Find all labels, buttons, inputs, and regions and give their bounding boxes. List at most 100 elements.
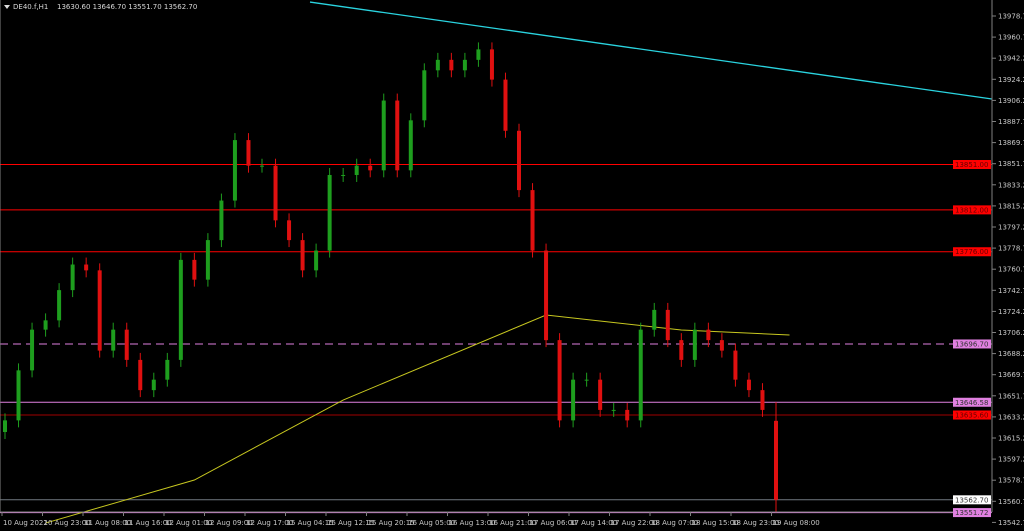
time-tick-label: 15 Aug 20:15 (368, 519, 415, 527)
time-tick-label: 18 Aug 07:00 (651, 519, 698, 527)
price-tick-label: 13887.70 (998, 118, 1024, 126)
candle-body (544, 250, 549, 341)
candle-body (70, 264, 75, 291)
price-tick-label: 13560.70 (998, 498, 1024, 506)
ohlc-readout: 13630.60 13646.70 13551.70 13562.70 (57, 3, 197, 11)
price-tick-label: 13815.20 (998, 202, 1024, 210)
time-tick-label: 16 Aug 13:00 (449, 519, 496, 527)
candle-body (530, 190, 535, 251)
price-tick-label: 13578.70 (998, 477, 1024, 485)
time-tick-label: 15 Aug 12:15 (327, 519, 374, 527)
candle-body (192, 259, 197, 280)
candle-body (84, 264, 89, 271)
price-tick-label: 13833.20 (998, 181, 1024, 189)
candle-body (638, 329, 643, 421)
candle-body (665, 309, 670, 341)
candle-body (43, 320, 48, 330)
candle-body (111, 329, 116, 351)
candle-body (368, 165, 373, 171)
candle-body (489, 49, 494, 80)
time-tick-label: 18 Aug 15:00 (692, 519, 739, 527)
candle-body (205, 240, 210, 280)
level-price-label: 13635.60 (955, 412, 988, 420)
candle-body (625, 409, 630, 421)
level-price-label: 13696.70 (955, 340, 988, 348)
time-tick-label: 12 Aug 01:00 (165, 519, 212, 527)
candle-body (706, 329, 711, 341)
candle-body (287, 220, 292, 241)
candle-body (462, 59, 467, 71)
candle-body (476, 49, 481, 60)
candle-body (16, 370, 21, 421)
level-price-label: 13812.00 (955, 206, 988, 214)
candle-body (557, 340, 562, 421)
level-price-tag (953, 410, 991, 420)
price-tick-label: 13615.20 (998, 435, 1024, 443)
price-tick-label: 13542.70 (998, 519, 1024, 527)
price-tick-label: 13760.70 (998, 266, 1024, 274)
candle-body (219, 200, 224, 241)
price-tick-label: 13797.20 (998, 224, 1024, 232)
trendline (309, 1, 993, 100)
level-price-tag (953, 205, 991, 215)
candle-body (273, 165, 278, 221)
collapse-triangle-icon[interactable] (4, 5, 10, 9)
moving-average-line (45, 314, 790, 524)
time-tick-label: 15 Aug 04:15 (287, 519, 334, 527)
candle-body (395, 100, 400, 171)
time-tick-label: 18 Aug 23:00 (732, 519, 779, 527)
candle-body (719, 340, 724, 351)
price-tick-label: 13688.20 (998, 350, 1024, 358)
candle-body (327, 174, 332, 251)
price-tick-label: 13669.70 (998, 371, 1024, 379)
price-tick-label: 13924.20 (998, 76, 1024, 84)
candle-body (381, 100, 386, 171)
time-tick-label: 19 Aug 08:00 (773, 519, 820, 527)
time-tick-label: 12 Aug 09:00 (206, 519, 253, 527)
candle-body (341, 174, 346, 176)
level-price-tag (953, 495, 991, 505)
price-tick-label: 13651.70 (998, 392, 1024, 400)
candle-body (517, 130, 521, 191)
candle-body (652, 309, 657, 330)
time-tick-label: 10 Aug 23:00 (44, 519, 91, 527)
price-tick-label: 13724.20 (998, 308, 1024, 316)
candle-body (760, 390, 765, 410)
candle-body (300, 240, 305, 271)
level-price-label: 13776.00 (955, 248, 988, 256)
candle-body (124, 329, 129, 360)
candle-body (679, 340, 684, 360)
price-tick-label: 13906.20 (998, 97, 1024, 105)
candle-body (138, 359, 143, 391)
time-tick-label: 16 Aug 21:00 (489, 519, 536, 527)
candle-body (3, 420, 7, 433)
time-tick-label: 17 Aug 06:00 (530, 519, 577, 527)
candle-body (571, 379, 576, 421)
price-tick-label: 13742.70 (998, 287, 1024, 295)
candle-body (165, 359, 170, 380)
candle-body (354, 165, 359, 175)
candle-body (503, 79, 508, 131)
time-tick-label: 17 Aug 22:00 (611, 519, 658, 527)
candle-body (733, 350, 738, 380)
time-tick-label: 16 Aug 05:00 (408, 519, 455, 527)
candle-body (611, 409, 616, 411)
price-tick-label: 13978.70 (998, 13, 1024, 21)
level-price-tag (953, 508, 991, 518)
candle-body (435, 59, 440, 71)
level-price-tag (953, 247, 991, 257)
price-tick-label: 13633.20 (998, 413, 1024, 421)
time-tick-label: 11 Aug 16:00 (125, 519, 172, 527)
candle-body (422, 70, 427, 121)
candle-body (774, 420, 778, 500)
candle-body (584, 379, 589, 381)
price-tick-label: 13851.70 (998, 160, 1024, 168)
candle-body (260, 165, 264, 167)
level-price-tag (953, 397, 991, 407)
level-price-label: 13562.70 (955, 496, 988, 504)
level-price-label: 13551.72 (955, 509, 988, 517)
candle-body (232, 140, 237, 201)
candle-body (314, 250, 319, 271)
